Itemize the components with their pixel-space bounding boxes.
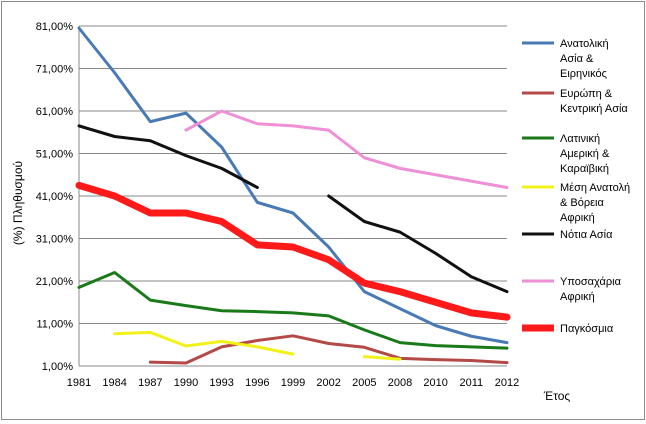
legend-label: Αφρική: [560, 212, 595, 224]
y-tick-label: 31,00%: [36, 234, 74, 246]
gridlines: [78, 25, 507, 367]
legend-label: Μέση Ανατολή: [560, 182, 630, 194]
x-tick-label: 1990: [174, 377, 198, 389]
x-tick-label: 1981: [67, 377, 91, 389]
x-tick-label: 2012: [495, 377, 519, 389]
y-tick-label: 81,00%: [36, 21, 74, 33]
series-line: [362, 355, 402, 361]
x-tick-label: 2005: [352, 377, 376, 389]
y-tick-label: 21,00%: [36, 276, 74, 288]
series-line: [77, 124, 259, 189]
y-tick-label: 51,00%: [36, 149, 74, 161]
series-line: [148, 334, 509, 365]
y-tick-labels: 1,00% 11,00% 21,00% 31,00% 41,00% 51,00% 61,00…: [36, 21, 74, 373]
legend-label: Λατινική: [560, 133, 600, 145]
line-chart: 1,00% 11,00% 21,00% 31,00% 41,00% 51,00% 61,00…: [11, 21, 630, 403]
x-tick-label: 2011: [460, 377, 484, 389]
legend: Ανατολική Ασία & Ειρηνικός Ευρώπη & Κεντρική…: [522, 38, 630, 335]
x-tick-label: 1987: [138, 377, 162, 389]
x-tick-labels: 1981 1984 1987 1990 1993 1996 1999 2002 2005 2008…: [67, 377, 519, 389]
legend-label: Ανατολική: [560, 38, 609, 50]
legend-label: Καραϊβική: [560, 163, 609, 175]
series-line: [75, 181, 511, 321]
legend-label: Ασία &: [560, 53, 594, 65]
x-tick-label: 2002: [316, 377, 340, 389]
series-line: [77, 26, 509, 345]
y-tick-label: 41,00%: [36, 191, 74, 203]
legend-label: Αφρική: [560, 291, 595, 303]
y-axis-title: (%) Πληθυσμού: [11, 161, 25, 245]
legend-label: Νότια Ασία: [560, 229, 613, 241]
x-tick-label: 1984: [102, 377, 126, 389]
series-line: [113, 330, 295, 356]
series-line: [327, 194, 509, 294]
x-tick-label: 2010: [423, 377, 447, 389]
legend-label: Ειρηνικός: [560, 68, 607, 80]
y-tick-label: 71,00%: [36, 64, 74, 76]
y-tick-label: 61,00%: [36, 106, 74, 118]
series-line: [77, 271, 509, 350]
legend-label: Κεντρική Ασία: [560, 103, 628, 115]
y-tick-label: 11,00%: [37, 319, 74, 331]
legend-label: & Βόρεια: [560, 197, 604, 209]
x-tick-label: 1993: [209, 377, 233, 389]
x-tick-label: 1999: [281, 377, 305, 389]
x-tick-label: 2008: [388, 377, 412, 389]
legend-label: Αμερική &: [560, 148, 610, 160]
y-tick-label: 1,00%: [42, 361, 73, 373]
series-line: [184, 109, 509, 189]
x-tick-label: 1996: [245, 377, 269, 389]
x-axis-title: Έτος: [543, 389, 571, 403]
legend-label: Παγκόσμια: [560, 323, 614, 335]
legend-label: Υποσαχάρια: [560, 276, 622, 288]
legend-label: Ευρώπη &: [560, 88, 613, 100]
series-lines: [75, 26, 511, 365]
